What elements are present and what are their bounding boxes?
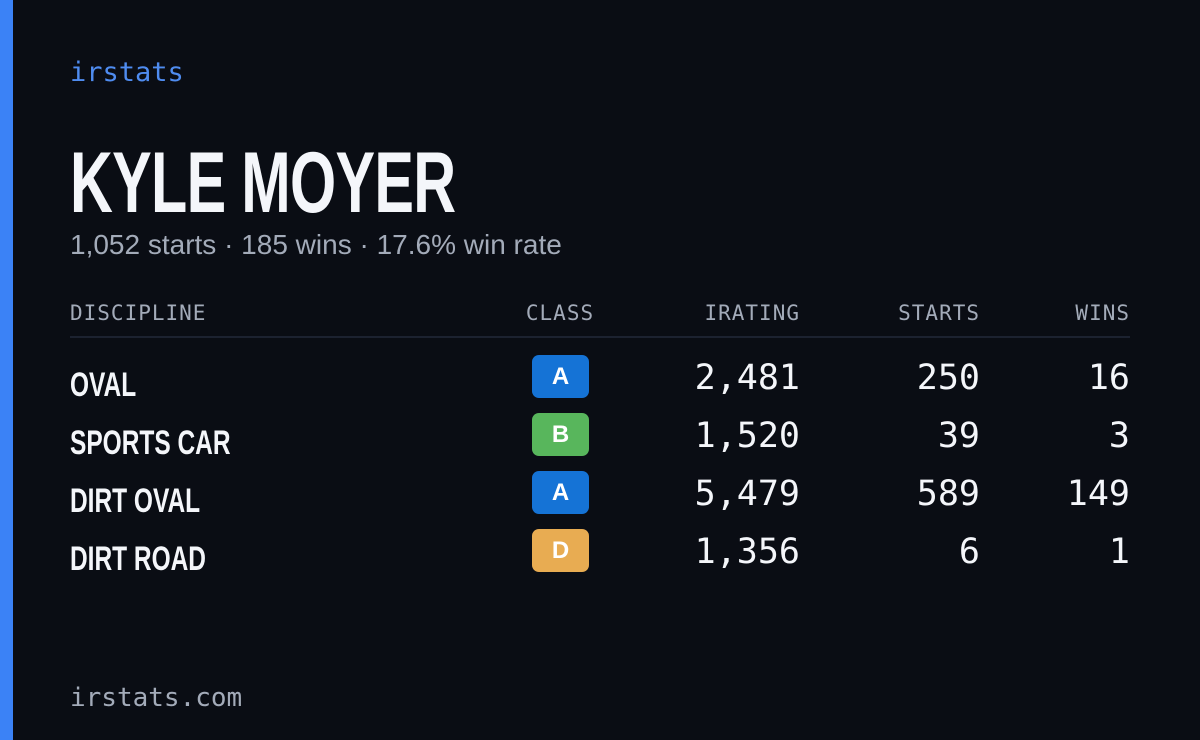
stat-value: 589 bbox=[916, 474, 980, 514]
stat-value: 1,520 bbox=[694, 416, 800, 456]
column-header: DISCIPLINE bbox=[70, 301, 207, 325]
stat-value: 5,479 bbox=[694, 474, 800, 514]
stat-value: 1 bbox=[1108, 532, 1130, 572]
driver-name: KYLE MOYER bbox=[70, 135, 456, 231]
class-badge: B bbox=[532, 413, 589, 456]
stat-value: 39 bbox=[937, 416, 980, 456]
stat-value: 2,481 bbox=[694, 358, 800, 398]
column-header: STARTS bbox=[898, 301, 980, 325]
class-badge: A bbox=[532, 355, 589, 398]
divider bbox=[70, 336, 1130, 338]
stat-value: 250 bbox=[916, 358, 980, 398]
column-header: WINS bbox=[1075, 301, 1130, 325]
stat-value: 16 bbox=[1087, 358, 1130, 398]
discipline: DIRT OVAL bbox=[70, 482, 201, 520]
accent-stripe bbox=[0, 0, 13, 740]
column-header: CLASS bbox=[525, 301, 595, 325]
brand: irstats bbox=[70, 57, 184, 88]
class-badge: D bbox=[532, 529, 589, 572]
class-badge: A bbox=[532, 471, 589, 514]
discipline: OVAL bbox=[70, 366, 137, 404]
discipline: DIRT ROAD bbox=[70, 540, 207, 578]
stat-value: 1,356 bbox=[694, 532, 800, 572]
discipline: SPORTS CAR bbox=[70, 424, 231, 462]
stat-value: 149 bbox=[1066, 474, 1130, 514]
stat-value: 6 bbox=[958, 532, 980, 572]
stat-value: 3 bbox=[1108, 416, 1130, 456]
footer: irstats.com bbox=[70, 683, 243, 713]
column-header: IRATING bbox=[704, 301, 800, 325]
summary: 1,052 starts · 185 wins · 17.6% win rate bbox=[70, 229, 562, 260]
